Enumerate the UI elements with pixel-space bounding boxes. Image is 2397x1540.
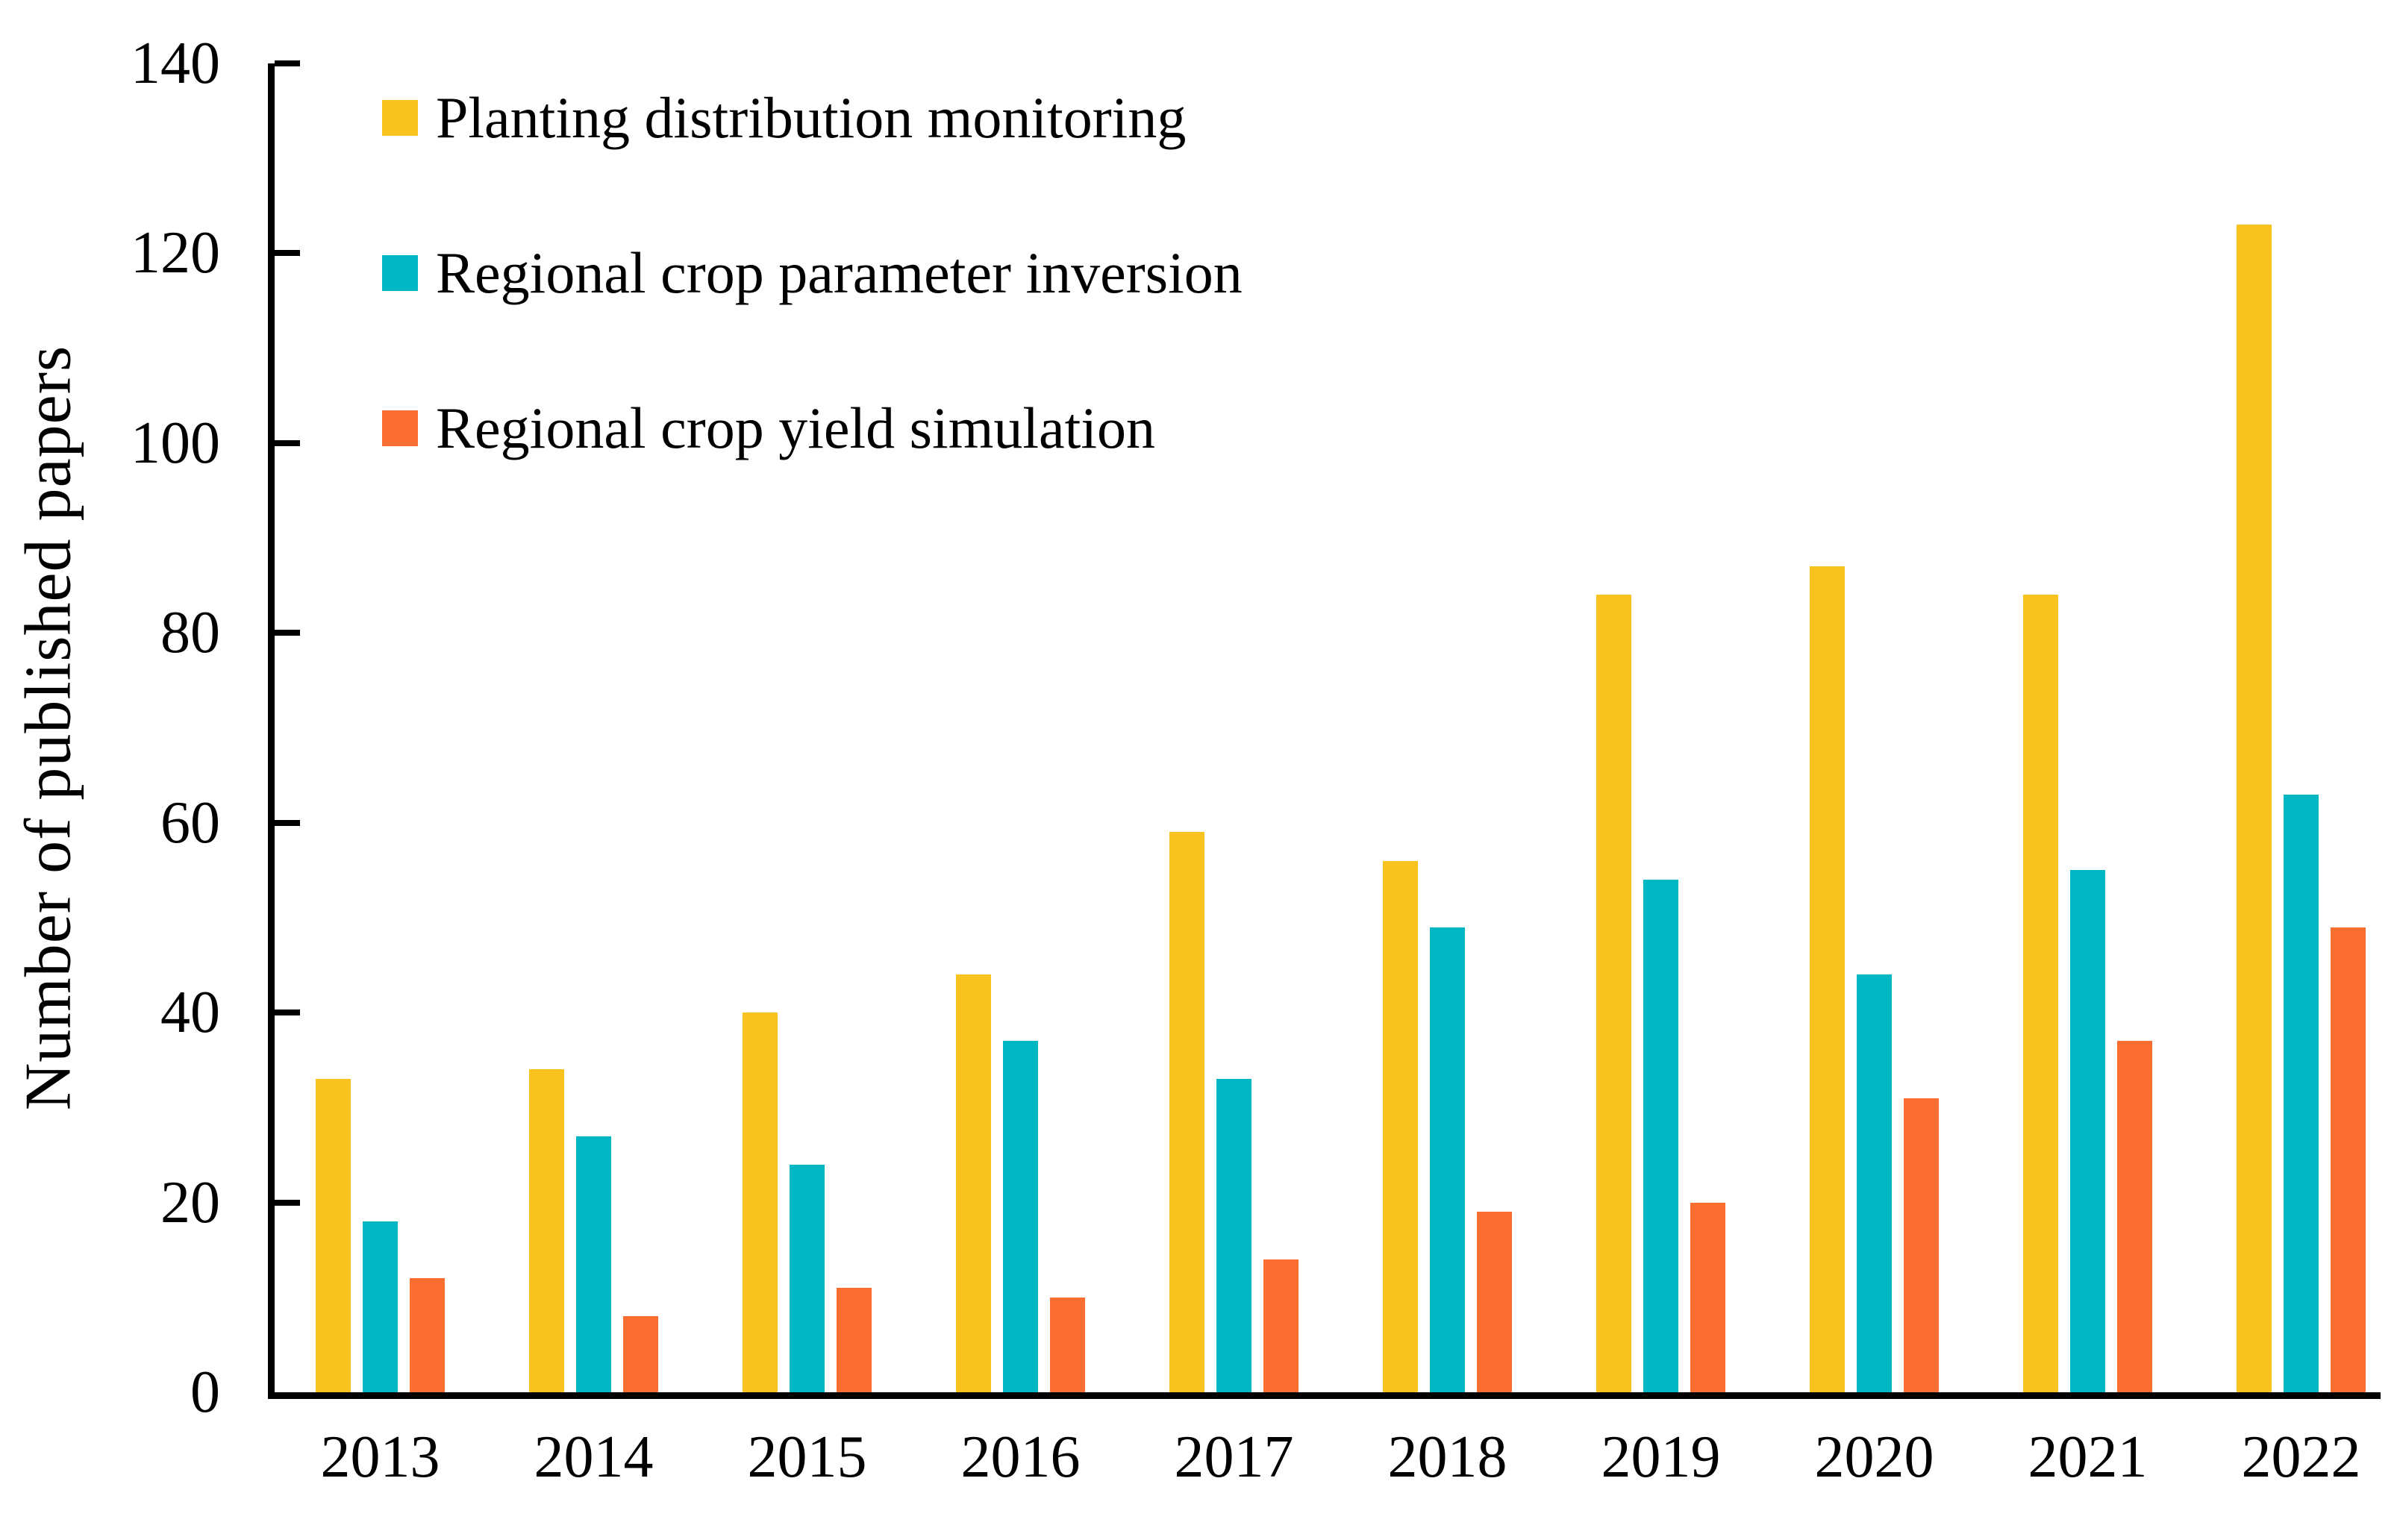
- bar-planting-distribution-monitoring-2013: [316, 1079, 351, 1392]
- bar-regional-crop-parameter-inversion-2014: [576, 1136, 611, 1392]
- bar-regional-crop-parameter-inversion-2020: [1857, 974, 1892, 1392]
- bar-group-2019: [1596, 63, 1725, 1392]
- x-label-2013: 2013: [320, 1424, 440, 1490]
- bar-planting-distribution-monitoring-2014: [529, 1069, 564, 1392]
- bar-group-2022: [2237, 63, 2366, 1392]
- x-label-2022: 2022: [2241, 1424, 2361, 1490]
- bar-planting-distribution-monitoring-2019: [1596, 595, 1631, 1392]
- legend-label-planting-distribution-monitoring: Planting distribution monitoring: [436, 85, 1187, 150]
- bar-regional-crop-yield-simulation-2016: [1050, 1297, 1085, 1392]
- bar-regional-crop-yield-simulation-2015: [837, 1288, 872, 1392]
- bar-regional-crop-parameter-inversion-2016: [1003, 1041, 1038, 1392]
- legend-swatch-planting-distribution-monitoring: [382, 100, 418, 136]
- bar-group-2020: [1810, 63, 1939, 1392]
- x-label-2014: 2014: [534, 1424, 654, 1490]
- y-tick-mark-140: [275, 60, 300, 66]
- y-tick-label-80: 80: [160, 600, 220, 666]
- bar-regional-crop-yield-simulation-2022: [2331, 927, 2366, 1392]
- y-tick-label-120: 120: [131, 220, 220, 287]
- bar-group-2018: [1383, 63, 1512, 1392]
- x-label-2018: 2018: [1387, 1424, 1507, 1490]
- x-label-2017: 2017: [1174, 1424, 1294, 1490]
- y-tick-mark-20: [275, 1199, 300, 1206]
- y-tick-label-40: 40: [160, 980, 220, 1046]
- legend-label-regional-crop-parameter-inversion: Regional crop parameter inversion: [436, 240, 1243, 305]
- bar-planting-distribution-monitoring-2015: [743, 1012, 778, 1392]
- legend: Planting distribution monitoring Regional…: [382, 82, 1243, 548]
- y-tick-mark-60: [275, 819, 300, 826]
- bar-planting-distribution-monitoring-2022: [2237, 225, 2272, 1392]
- legend-item-regional-crop-parameter-inversion: Regional crop parameter inversion: [382, 237, 1243, 309]
- bar-regional-crop-yield-simulation-2017: [1263, 1259, 1298, 1392]
- bar-regional-crop-parameter-inversion-2015: [790, 1164, 825, 1392]
- x-label-2016: 2016: [960, 1424, 1081, 1490]
- bar-planting-distribution-monitoring-2020: [1810, 566, 1845, 1392]
- bar-group-2017: [1169, 63, 1298, 1392]
- x-label-2015: 2015: [747, 1424, 867, 1490]
- bar-group-2016: [956, 63, 1085, 1392]
- y-tick-label-100: 100: [131, 410, 220, 476]
- legend-item-regional-crop-yield-simulation: Regional crop yield simulation: [382, 392, 1243, 464]
- bar-planting-distribution-monitoring-2017: [1169, 832, 1204, 1392]
- plot-area: [268, 60, 2381, 1399]
- bar-regional-crop-yield-simulation-2019: [1690, 1202, 1725, 1392]
- bar-regional-crop-parameter-inversion-2021: [2070, 870, 2105, 1392]
- x-axis-labels: 2013 2014 2015 2016 2017 2018 2019 2020 2021 2022: [275, 1421, 2381, 1493]
- x-label-2020: 2020: [1814, 1424, 1934, 1490]
- bar-regional-crop-parameter-inversion-2022: [2284, 794, 2319, 1392]
- bar-regional-crop-parameter-inversion-2013: [363, 1221, 398, 1392]
- bar-planting-distribution-monitoring-2016: [956, 974, 991, 1392]
- bar-group-2014: [529, 63, 658, 1392]
- legend-swatch-regional-crop-yield-simulation: [382, 410, 418, 446]
- bar-regional-crop-yield-simulation-2014: [623, 1316, 658, 1392]
- legend-label-regional-crop-yield-simulation: Regional crop yield simulation: [436, 395, 1155, 460]
- y-tick-label-140: 140: [131, 31, 220, 96]
- y-tick-label-0: 0: [190, 1359, 220, 1425]
- bar-group-2015: [743, 63, 872, 1392]
- y-tick-mark-120: [275, 250, 300, 257]
- x-label-2019: 2019: [1601, 1424, 1721, 1490]
- bar-group-2021: [2023, 63, 2152, 1392]
- legend-item-planting-distribution-monitoring: Planting distribution monitoring: [382, 82, 1243, 154]
- bar-planting-distribution-monitoring-2021: [2023, 595, 2058, 1392]
- bar-regional-crop-parameter-inversion-2017: [1216, 1079, 1251, 1392]
- x-label-2021: 2021: [2028, 1424, 2148, 1490]
- y-tick-label-20: 20: [160, 1169, 220, 1236]
- y-tick-label-60: 60: [160, 789, 220, 856]
- bar-regional-crop-parameter-inversion-2019: [1643, 880, 1678, 1392]
- y-tick-mark-40: [275, 1010, 300, 1016]
- bar-planting-distribution-monitoring-2018: [1383, 860, 1418, 1392]
- y-tick-mark-80: [275, 630, 300, 636]
- bar-regional-crop-yield-simulation-2013: [410, 1278, 445, 1392]
- bar-groups: [275, 63, 2381, 1392]
- y-tick-mark-100: [275, 439, 300, 446]
- y-axis-tick-labels: 0 20 40 60 80 100 120 140: [0, 31, 220, 1425]
- bar-group-2013: [316, 63, 445, 1392]
- bar-regional-crop-yield-simulation-2021: [2117, 1041, 2152, 1392]
- bar-regional-crop-parameter-inversion-2018: [1430, 927, 1465, 1392]
- bar-regional-crop-yield-simulation-2018: [1477, 1212, 1512, 1392]
- bar-regional-crop-yield-simulation-2020: [1904, 1098, 1939, 1392]
- legend-swatch-regional-crop-parameter-inversion: [382, 255, 418, 291]
